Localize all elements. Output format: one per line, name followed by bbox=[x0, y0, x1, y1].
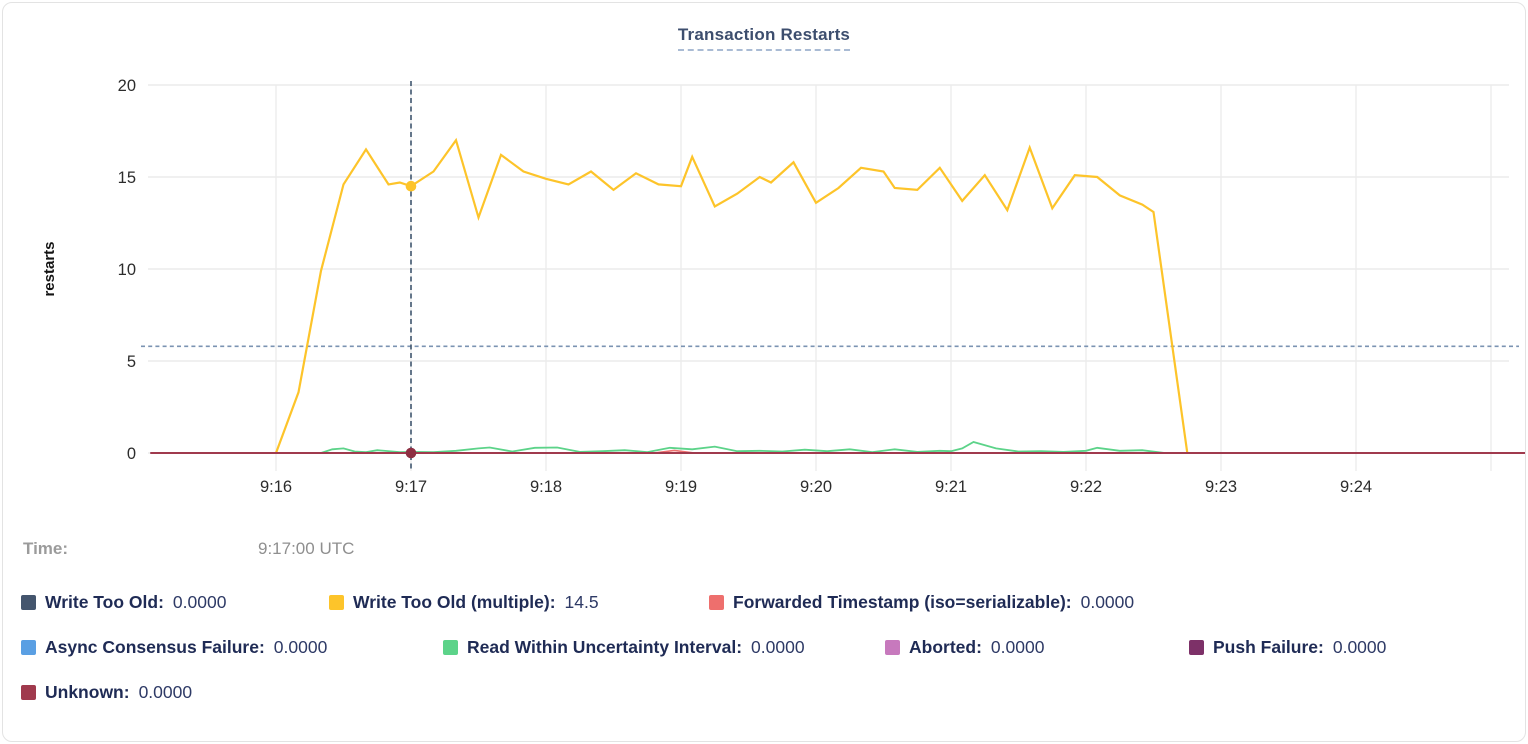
svg-text:15: 15 bbox=[118, 169, 136, 187]
series-value: 0.0000 bbox=[172, 592, 227, 612]
tooltip-time-value: 9:17:00 UTC bbox=[258, 539, 355, 558]
svg-text:9:24: 9:24 bbox=[1340, 478, 1372, 496]
svg-text:9:21: 9:21 bbox=[935, 478, 967, 496]
legend-item: Async Consensus Failure: 0.0000 bbox=[21, 634, 427, 661]
svg-text:20: 20 bbox=[118, 77, 136, 95]
svg-text:9:23: 9:23 bbox=[1205, 478, 1237, 496]
legend: Write Too Old: 0.0000 Write Too Old (multi… bbox=[21, 589, 1501, 706]
series-label: Write Too Old: bbox=[45, 592, 164, 612]
series-label: Aborted: bbox=[909, 637, 982, 657]
legend-item: Forwarded Timestamp (iso=serializable): 0… bbox=[709, 589, 1134, 616]
series-swatch-icon bbox=[709, 595, 724, 610]
legend-item: Write Too Old (multiple): 14.5 bbox=[329, 589, 693, 616]
legend-item: Aborted: 0.0000 bbox=[885, 634, 1173, 661]
series-value: 0.0000 bbox=[990, 637, 1045, 657]
series-swatch-icon bbox=[329, 595, 344, 610]
series-label: Push Failure: bbox=[1213, 637, 1324, 657]
series-swatch-icon bbox=[21, 685, 36, 700]
series-value: 0.0000 bbox=[1080, 592, 1135, 612]
transaction-restarts-chart[interactable]: 0 5 10 15 20 9:16 9:17 9:18 9:19 9:20 9:21 9:22 9:23… bbox=[3, 3, 1526, 523]
series-label: Async Consensus Failure: bbox=[45, 637, 265, 657]
chart-title[interactable]: Transaction Restarts bbox=[677, 25, 851, 51]
series-label: Read Within Uncertainty Interval: bbox=[467, 637, 743, 657]
y-axis-label: restarts bbox=[40, 241, 58, 297]
series-swatch-icon bbox=[21, 640, 36, 655]
series-label: Forwarded Timestamp (iso=serializable): bbox=[733, 592, 1072, 612]
series-value: 14.5 bbox=[564, 592, 599, 612]
series-value: 0.0000 bbox=[273, 637, 328, 657]
svg-text:0: 0 bbox=[127, 445, 136, 463]
series-swatch-icon bbox=[21, 595, 36, 610]
series-swatch-icon bbox=[885, 640, 900, 655]
legend-item: Push Failure: 0.0000 bbox=[1189, 634, 1386, 661]
svg-text:9:19: 9:19 bbox=[665, 478, 697, 496]
tooltip-time-row: Time: 9:17:00 UTC bbox=[23, 539, 354, 559]
svg-text:9:16: 9:16 bbox=[260, 478, 292, 496]
svg-text:9:22: 9:22 bbox=[1070, 478, 1102, 496]
svg-text:5: 5 bbox=[127, 353, 136, 371]
legend-item: Write Too Old: 0.0000 bbox=[21, 589, 313, 616]
svg-text:9:18: 9:18 bbox=[530, 478, 562, 496]
series-value: 0.0000 bbox=[751, 637, 805, 657]
legend-item: Unknown: 0.0000 bbox=[21, 679, 192, 706]
chart-title-wrap: Transaction Restarts bbox=[3, 25, 1525, 51]
legend-item: Read Within Uncertainty Interval: 0.0000 bbox=[443, 634, 869, 661]
series-value: 0.0000 bbox=[138, 682, 193, 702]
series-label: Write Too Old (multiple): bbox=[353, 592, 556, 612]
svg-text:9:17: 9:17 bbox=[395, 478, 427, 496]
series-swatch-icon bbox=[1189, 640, 1204, 655]
svg-text:9:20: 9:20 bbox=[800, 478, 832, 496]
series-swatch-icon bbox=[443, 640, 458, 655]
series-value: 0.0000 bbox=[1332, 637, 1387, 657]
svg-text:10: 10 bbox=[118, 261, 136, 279]
series-label: Unknown: bbox=[45, 682, 130, 702]
tooltip-time-label: Time: bbox=[23, 539, 69, 558]
